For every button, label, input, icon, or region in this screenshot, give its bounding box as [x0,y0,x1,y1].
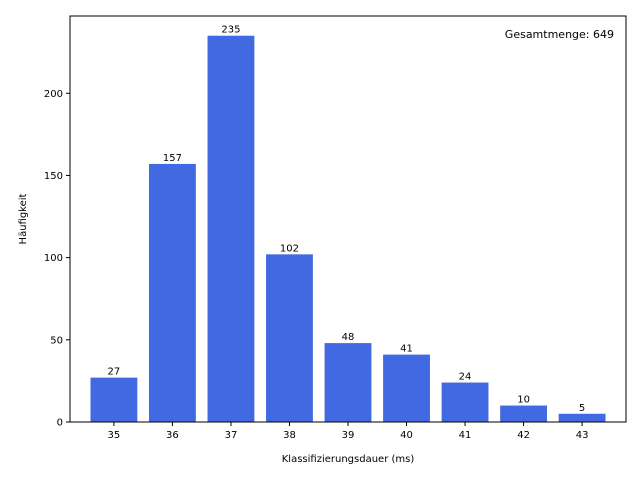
data-label-41: 24 [459,372,472,383]
data-label-42: 10 [517,395,530,406]
total-annotation: Gesamtmenge: 649 [505,28,614,41]
x-tick-label: 42 [517,430,530,441]
y-tick-label: 0 [57,418,63,429]
x-tick-label: 36 [166,430,179,441]
y-tick-label: 200 [44,89,63,100]
data-label-38: 102 [280,243,299,254]
bar-36 [149,163,196,422]
x-tick-label: 35 [108,430,121,441]
data-label-36: 157 [163,153,182,164]
bar-35 [90,377,138,422]
bar-37 [207,35,255,422]
data-labels-group: 27 157 235 102 48 41 24 10 5 [108,25,586,414]
x-tick-label: 38 [283,430,296,441]
data-label-43: 5 [579,403,585,414]
data-label-39: 48 [342,332,355,343]
bar-39 [324,343,372,422]
y-axis-ticks: 0 50 100 150 200 [44,89,70,429]
x-tick-label: 40 [400,430,413,441]
bar-40 [383,354,430,422]
x-tick-label: 41 [459,430,472,441]
bars-group [90,35,606,422]
bar-41 [441,382,489,422]
data-label-37: 235 [221,25,240,36]
data-label-40: 41 [400,344,413,355]
y-tick-label: 50 [50,335,63,346]
x-axis-ticks: 35 36 37 38 39 40 41 42 43 [108,422,589,441]
y-tick-label: 150 [44,171,63,182]
bar-42 [500,405,547,422]
x-tick-label: 43 [576,430,589,441]
y-axis-label: Häufigkeit [18,193,29,244]
x-tick-label: 37 [225,430,238,441]
y-tick-label: 100 [44,253,63,264]
data-label-35: 27 [108,367,121,378]
bar-38 [266,254,313,422]
x-tick-label: 39 [342,430,355,441]
x-axis-label: Klassifizierungsdauer (ms) [282,454,415,465]
bar-43 [558,413,606,422]
